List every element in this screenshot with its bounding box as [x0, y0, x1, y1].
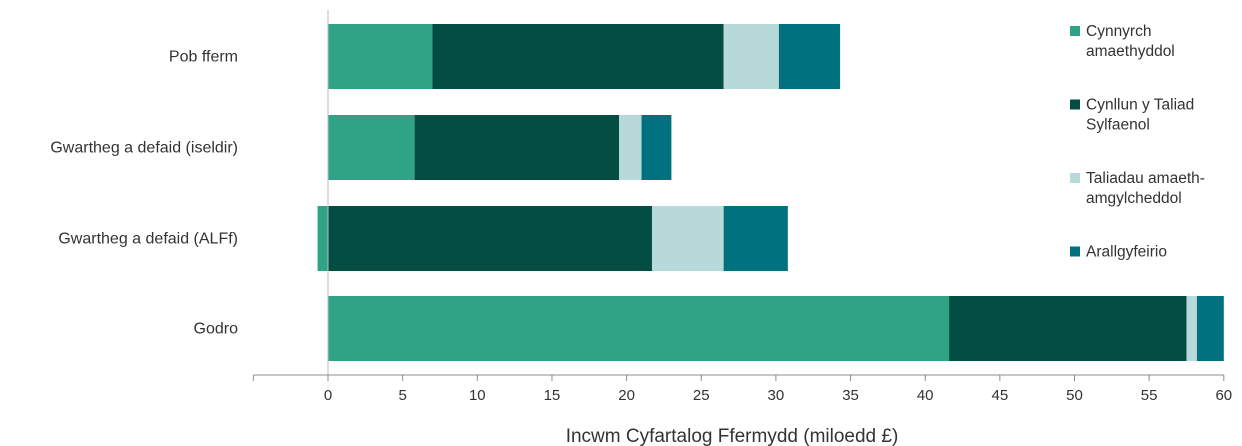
- legend-swatch: [1070, 246, 1080, 257]
- x-tick-label: 50: [1066, 387, 1083, 404]
- legend-label: Cynllun y Taliad: [1086, 97, 1194, 114]
- x-tick-label: 15: [544, 387, 561, 404]
- x-tick-label: 10: [469, 387, 486, 404]
- bar-pob-fferm-series-2: [432, 24, 724, 89]
- bar-gwartheg-a-defaid-alff-series-4: [723, 206, 788, 271]
- bar-gwartheg-a-defaid-alff-series-3: [651, 206, 724, 271]
- x-tick-label: 45: [992, 387, 1009, 404]
- bar-godro-series-1: [328, 296, 950, 361]
- bar-gwartheg-a-defaid-iseldir-series-4: [641, 115, 672, 180]
- x-axis-title: Incwm Cyfartalog Ffermydd (miloedd £): [566, 426, 899, 446]
- bar-pob-fferm-series-3: [723, 24, 779, 89]
- legend-swatch: [1070, 26, 1080, 36]
- x-tick-label: 5: [398, 387, 406, 404]
- x-tick-label: 30: [768, 387, 785, 404]
- x-tick-label: 25: [693, 387, 710, 404]
- category-labels: Pob fferm Gwartheg a defaid (iseldir) Gwar…: [50, 49, 238, 338]
- bar-pob-fferm-series-1: [328, 24, 433, 89]
- bar-gwartheg-a-defaid-iseldir-series-3: [619, 115, 642, 180]
- category-label: Gwartheg a defaid (iseldir): [50, 140, 238, 157]
- legend-label: amaethyddol: [1086, 43, 1175, 60]
- category-label: Gwartheg a defaid (ALFf): [58, 231, 238, 248]
- x-tick-label: 20: [618, 387, 635, 404]
- x-tick-label: 40: [917, 387, 934, 404]
- bars-layer: [317, 24, 1224, 361]
- bar-gwartheg-a-defaid-alff-series-1: [317, 206, 328, 271]
- bar-godro-series-4: [1196, 296, 1224, 361]
- x-tick-label: 60: [1215, 387, 1232, 404]
- x-tick-label: 55: [1141, 387, 1158, 404]
- category-label: Pob fferm: [169, 49, 238, 66]
- x-tick-label: 35: [842, 387, 859, 404]
- legend-label: amgylcheddol: [1086, 190, 1182, 207]
- bar-gwartheg-a-defaid-iseldir-series-1: [328, 115, 415, 180]
- legend-label: Cynnyrch: [1086, 23, 1151, 40]
- x-tick-label: 0: [324, 387, 332, 404]
- category-label: Godro: [194, 321, 239, 338]
- bar-gwartheg-a-defaid-alff-series-2: [328, 206, 652, 271]
- bar-godro-series-3: [1186, 296, 1197, 361]
- bar-godro-series-2: [949, 296, 1187, 361]
- bar-pob-fferm-series-4: [778, 24, 841, 89]
- legend-swatch: [1070, 99, 1080, 110]
- legend-label: Arallgyfeirio: [1086, 244, 1167, 261]
- bar-gwartheg-a-defaid-iseldir-series-2: [414, 115, 620, 180]
- x-axis: 0 5 10 15 20 25 30 35 40 45 50 55 60: [252, 374, 1232, 404]
- legend-label: Taliadau amaeth-: [1086, 170, 1205, 187]
- legend-swatch: [1070, 173, 1080, 183]
- legend: Cynnyrch amaethyddol Cynllun y Taliad Sylfa…: [1070, 23, 1205, 261]
- legend-label: Sylfaenol: [1086, 117, 1150, 134]
